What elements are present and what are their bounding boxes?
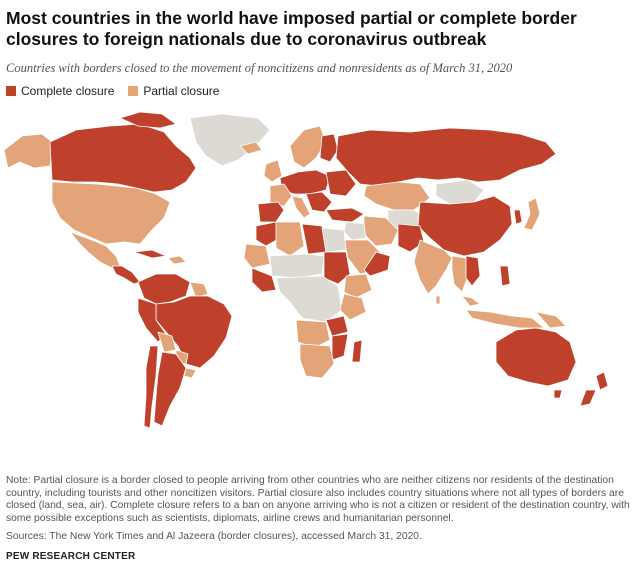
region-russia	[335, 127, 557, 187]
region-argentina	[153, 351, 187, 427]
world-map	[3, 111, 609, 429]
legend-item-partial: Partial closure	[128, 84, 219, 98]
chart-subtitle: Countries with borders closed to the mov…	[6, 61, 513, 75]
region-papua	[535, 311, 567, 329]
region-india	[413, 239, 453, 295]
region-west-africa-coast	[251, 267, 277, 293]
region-chile	[143, 345, 159, 429]
region-greenland	[189, 113, 271, 167]
region-tasmania	[553, 389, 563, 399]
region-central-america	[111, 265, 141, 285]
legend-swatch-partial	[128, 86, 139, 96]
region-finland	[319, 133, 339, 163]
region-vietnam-laos	[465, 255, 481, 287]
region-iberia	[257, 201, 285, 223]
region-central-africa	[275, 275, 343, 323]
region-canada-islands	[119, 111, 177, 129]
region-morocco	[255, 221, 281, 247]
region-canada	[49, 123, 197, 193]
region-ethiopia	[343, 273, 373, 299]
region-indonesia	[465, 309, 545, 329]
region-angola-zambia	[295, 319, 331, 349]
region-brazil	[155, 295, 233, 369]
region-guianas	[189, 281, 209, 299]
region-united-states	[51, 181, 171, 245]
chart-title: Most countries in the world have imposed…	[6, 8, 577, 49]
region-pakistan-afghanistan	[397, 223, 425, 253]
chart-note: Note: Partial closure is a border closed…	[6, 475, 630, 524]
region-colombia-venezuela	[137, 273, 191, 305]
region-france	[269, 183, 293, 207]
region-egypt	[321, 227, 347, 253]
region-southern-africa	[299, 343, 335, 379]
region-japan	[523, 197, 541, 231]
region-new-zealand	[595, 371, 609, 391]
region-new-zealand-south	[579, 389, 597, 407]
region-turkey	[325, 207, 365, 223]
region-sahel	[269, 253, 325, 279]
region-mozambique	[331, 333, 349, 361]
region-west-sahara-mauritania	[243, 243, 271, 269]
legend-label-complete: Complete closure	[21, 84, 115, 98]
region-iraq-syria	[343, 221, 367, 241]
legend-swatch-complete	[6, 86, 16, 96]
region-ukraine-belarus	[325, 169, 357, 197]
legend-label-partial: Partial closure	[143, 84, 220, 98]
region-balkans	[305, 191, 333, 213]
region-italy	[291, 195, 311, 219]
region-cuba	[133, 249, 167, 259]
legend-item-complete: Complete closure	[6, 84, 114, 98]
region-uk-ireland	[263, 159, 283, 183]
region-kenya-somalia	[339, 293, 367, 321]
region-oman-yemen	[363, 251, 391, 277]
region-malaysia	[461, 295, 481, 307]
region-uruguay	[183, 367, 197, 379]
region-sri-lanka	[435, 295, 441, 305]
region-tanzania	[325, 315, 349, 337]
region-australia	[495, 327, 577, 387]
region-madagascar	[351, 339, 363, 363]
region-mongolia	[435, 179, 485, 205]
region-alaska	[3, 133, 53, 169]
legend: Complete closure Partial closure	[6, 84, 219, 98]
region-caribbean	[167, 255, 187, 265]
chart-source: Sources: The New York Times and Al Jazee…	[6, 531, 422, 542]
region-philippines	[499, 265, 511, 287]
region-algeria	[275, 221, 305, 257]
brand-logo-text: PEW RESEARCH CENTER	[6, 551, 136, 562]
region-iceland	[239, 141, 263, 155]
region-korea	[513, 209, 523, 225]
region-sudan	[323, 251, 351, 285]
region-china	[417, 195, 513, 257]
